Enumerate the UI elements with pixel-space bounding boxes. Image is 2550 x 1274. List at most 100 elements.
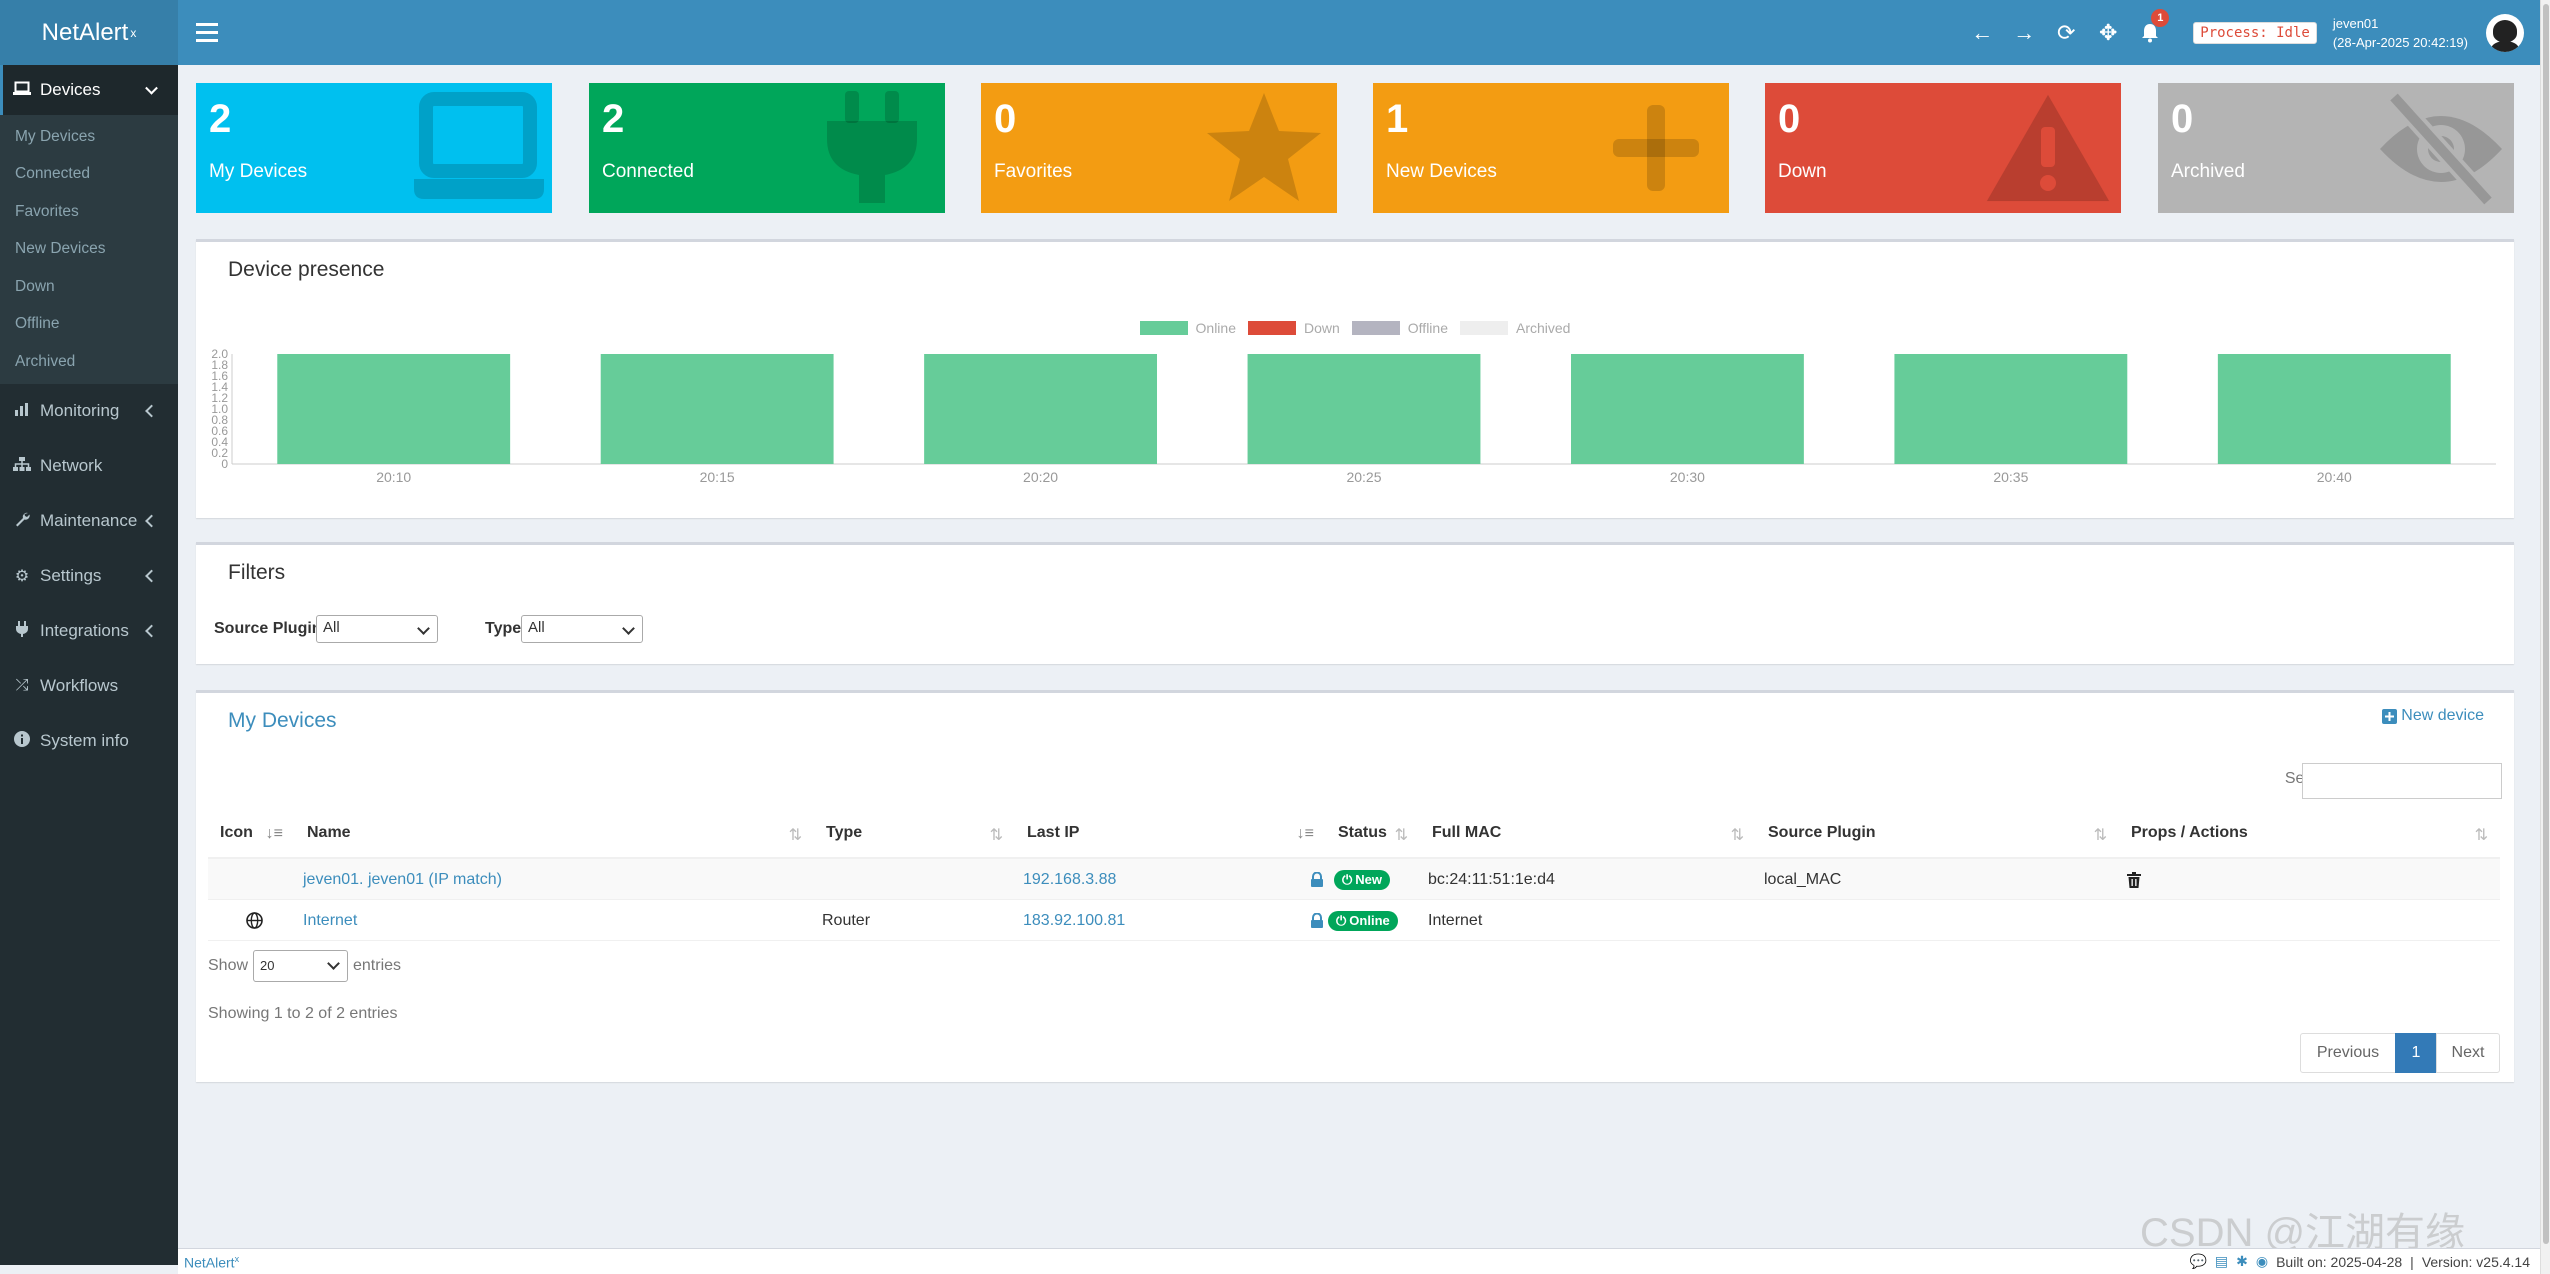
sidebar-subitem-archived[interactable]: Archived [15,352,76,370]
infobox-my-devices[interactable]: 2 My Devices [196,83,552,213]
infobox-connected[interactable]: 2 Connected [589,83,945,213]
type-select[interactable]: All [521,615,643,643]
new-device-button[interactable]: New device [2382,707,2484,725]
infobox-favorites[interactable]: 0 Favorites [981,83,1337,213]
sidebar-subitem-down[interactable]: Down [15,277,55,295]
sidebar-item-settings[interactable]: ⚙ Settings [0,549,178,604]
x-tick-label: 20:40 [2317,469,2352,485]
sidebar-item-devices[interactable]: Devices [0,65,178,115]
infobox-down[interactable]: 0 Down [1765,83,2121,213]
legend-swatch [1351,321,1400,335]
infobox-label: Archived [2171,161,2245,182]
username: jeven01 [2332,15,2379,31]
refresh-icon[interactable]: ⟳ [2057,19,2076,45]
sidebar-subitem-new-devices[interactable]: New Devices [15,240,106,258]
y-tick-label: 0.6 [211,424,228,438]
page-1-button[interactable]: 1 [2395,1033,2437,1073]
forward-arrow-icon[interactable]: → [2013,19,2036,45]
page-size-select[interactable]: 20 [253,950,348,982]
trash-icon[interactable] [2119,859,2141,900]
back-arrow-icon[interactable]: ← [1971,19,1994,45]
sidebar-item-integrations[interactable]: Integrations [0,604,178,659]
device-name-link[interactable]: jeven01. jeven01 (IP match) [295,859,502,900]
sort-desc-icon: ↓≡ [1296,825,1314,842]
avatar[interactable] [2486,13,2524,52]
sidebar-subitem-my-devices[interactable]: My Devices [15,127,96,145]
bar-online-2010[interactable] [277,354,511,464]
column-header-source-plugin[interactable]: Source Plugin ⇅ [1756,809,2119,859]
column-header-icon[interactable]: Icon ↓≡ [208,809,295,859]
y-tick-label: 2.0 [211,347,228,361]
discord-icon[interactable]: ◉ [2255,1253,2269,1269]
sidebar-item-network[interactable]: Network [0,439,178,494]
device-ip-link[interactable]: 183.92.100.81 [1015,900,1125,941]
device-ip-link[interactable]: 192.168.3.88 [1015,859,1116,900]
sidebar-subitem-connected[interactable]: Connected [15,165,90,183]
chevron-left-icon [145,404,158,418]
infobox-archived[interactable]: 0 Archived [2158,83,2514,213]
gear-icon: ⚙ [14,568,30,585]
bar-online-2035[interactable] [1894,354,2128,464]
sidebar-subitem-favorites[interactable]: Favorites [15,202,79,220]
sitemap-icon [12,456,32,476]
column-header-full-mac[interactable]: Full MAC ⇅ [1420,809,1756,859]
sidebar-item-monitoring[interactable]: Monitoring [0,384,178,439]
infobox-new-devices[interactable]: 1 New Devices [1373,83,1729,213]
sort-desc-icon: ↓≡ [265,825,283,842]
app-logo[interactable]: NetAlert x [0,0,178,65]
sidebar-subitem-offline[interactable]: Offline [15,315,60,333]
column-label: Props / Actions [2131,824,2248,841]
device-ip: 183.92.100.81 [1023,911,1126,929]
book-icon[interactable]: ▤ [2214,1253,2229,1269]
bar-online-2020[interactable] [924,354,1158,464]
legend-item-offline[interactable]: Offline [1351,320,1448,336]
bug-icon[interactable]: ✱ [2236,1253,2248,1269]
sidebar-toggle-icon[interactable] [196,18,218,46]
fullscreen-arrows-icon[interactable]: ✥ [2099,19,2118,45]
lock-icon [1302,900,1324,941]
column-header-type[interactable]: Type ⇅ [814,809,1015,859]
bell-icon[interactable]: 1 [2129,0,2171,65]
bar-online-2025[interactable] [1247,354,1481,464]
search-input[interactable] [2302,763,2502,799]
bar-online-2030[interactable] [1570,354,1804,464]
footer-brand[interactable]: NetAlertx [184,1254,239,1271]
legend-label: Offline [1407,320,1448,336]
bar-online-2040[interactable] [2217,354,2451,464]
y-tick-label: 1.8 [211,358,228,372]
next-page-button[interactable]: Next [2436,1033,2500,1073]
legend-swatch [1139,321,1188,335]
scrollbar-thumb[interactable] [2543,4,2549,1244]
device-name-link[interactable]: Internet [295,900,357,941]
legend-item-online[interactable]: Online [1139,320,1236,336]
legend-item-archived[interactable]: Archived [1460,320,1570,336]
column-header-props-actions[interactable]: Props / Actions ⇅ [2119,809,2500,859]
previous-page-button[interactable]: Previous [2300,1033,2396,1073]
column-header-name[interactable]: Name ⇅ [295,809,814,859]
chevron-left-icon [145,514,158,528]
column-header-status[interactable]: Status ⇅ [1326,809,1420,859]
pager-label: Next [2451,1044,2485,1061]
column-header-last-ip[interactable]: Last IP ↓≡ [1015,809,1326,859]
comments-icon[interactable]: 💬 [2189,1253,2207,1269]
column-label: Full MAC [1432,824,1502,841]
source-plugin-select[interactable]: All [316,615,438,643]
y-tick-label: 0.8 [211,413,228,427]
table-row[interactable]: jeven01. jeven01 (IP match) 192.168.3.88… [208,859,2500,900]
eye-slash-icon [2380,91,2502,206]
y-tick-label: 0.2 [211,446,228,460]
plus-icon [1613,105,1699,191]
user-info[interactable]: jeven01 (28-Apr-2025 20:42:19) [2333,14,2468,52]
pager-label: 1 [2411,1044,2421,1061]
page-scrollbar[interactable] [2540,0,2550,1274]
column-label: Icon [220,824,253,841]
table-row[interactable]: Internet Router 183.92.100.81 ⏻ Online In… [208,900,2500,941]
bar-online-2015[interactable] [600,354,834,464]
legend-item-down[interactable]: Down [1247,320,1340,336]
x-tick-label: 20:15 [700,469,735,485]
sidebar-item-maintenance[interactable]: Maintenance [0,494,178,549]
sidebar-item-workflows[interactable]: ⤮ Workflows [0,659,178,714]
top-navbar: ← → ⟳ ✥ 1 Process: Idle jeven01 (28-Apr-… [178,0,2540,65]
infobox-label: New Devices [1386,161,1497,182]
sidebar-item-system-info[interactable]: System info [0,714,178,769]
